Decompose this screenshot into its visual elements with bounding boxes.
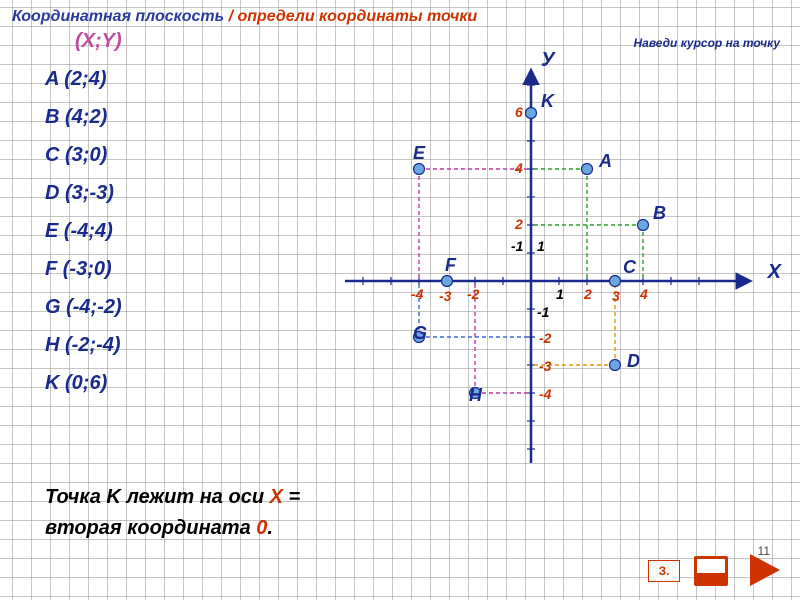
svg-text:4: 4 — [639, 286, 648, 302]
plot-point-label: A — [598, 151, 612, 171]
svg-text:-2: -2 — [467, 286, 480, 302]
point-list-item: D (3;-3) — [45, 174, 122, 212]
caption-2a: вторая координата — [45, 517, 256, 539]
svg-text:2: 2 — [583, 286, 592, 302]
point-list-item: B (4;2) — [45, 98, 122, 136]
y-axis-label: У — [541, 49, 555, 72]
plot-svg: 6421-1-1-2-3-41234-2-3-4ABCDEFGHK — [345, 45, 785, 525]
plot-point-label: G — [413, 323, 427, 343]
caption-1b: X — [270, 486, 283, 508]
bottom-caption: Точка K лежит на оси X = вторая координа… — [45, 486, 300, 540]
title-sub: / определи координаты точки — [224, 8, 477, 25]
point-list-item: C (3;0) — [45, 136, 122, 174]
content-layer: Координатная плоскость / определи коорди… — [0, 0, 800, 600]
svg-text:3: 3 — [612, 288, 620, 304]
svg-text:6: 6 — [515, 104, 523, 120]
svg-text:-3: -3 — [439, 288, 452, 304]
svg-text:-4: -4 — [411, 286, 424, 302]
plot-point-B[interactable] — [638, 220, 649, 231]
point-list: A (2;4)B (4;2)C (3;0)D (3;-3)E (-4;4)F (… — [45, 60, 122, 402]
xy-format-label: (X;Y) — [75, 30, 122, 53]
caption-2b: 0 — [256, 517, 267, 539]
plot-point-label: F — [445, 255, 457, 275]
book-icon[interactable] — [694, 556, 728, 586]
coordinate-plot: 6421-1-1-2-3-41234-2-3-4ABCDEFGHK У X — [345, 45, 785, 525]
plot-point-label: D — [627, 351, 640, 371]
plot-point-label: C — [623, 257, 637, 277]
svg-text:4: 4 — [514, 160, 523, 176]
title-main: Координатная плоскость — [12, 8, 224, 25]
svg-text:-3: -3 — [539, 358, 552, 374]
svg-text:1: 1 — [537, 238, 545, 254]
caption-2c: . — [267, 517, 273, 539]
point-list-item: K (0;6) — [45, 364, 122, 402]
plot-point-label: K — [541, 91, 556, 111]
svg-text:1: 1 — [556, 286, 564, 302]
plot-point-label: H — [469, 385, 483, 405]
plot-point-K[interactable] — [526, 108, 537, 119]
z-button[interactable]: З. — [648, 560, 680, 582]
point-list-item: A (2;4) — [45, 60, 122, 98]
plot-point-C[interactable] — [610, 276, 621, 287]
caption-1a: Точка K лежит на оси — [45, 486, 270, 508]
plot-point-A[interactable] — [582, 164, 593, 175]
point-list-item: H (-2;-4) — [45, 326, 122, 364]
point-list-item: G (-4;-2) — [45, 288, 122, 326]
slide-frame: Координатная плоскость / определи коорди… — [0, 0, 800, 600]
title-bar: Координатная плоскость / определи коорди… — [12, 8, 788, 26]
svg-text:-1: -1 — [511, 238, 524, 254]
plot-point-label: B — [653, 203, 666, 223]
caption-1c: = — [283, 486, 300, 508]
next-arrow-icon[interactable] — [750, 554, 780, 586]
plot-point-E[interactable] — [414, 164, 425, 175]
x-axis-label: X — [768, 261, 781, 284]
svg-text:2: 2 — [514, 216, 523, 232]
svg-text:-2: -2 — [539, 330, 552, 346]
point-list-item: F (-3;0) — [45, 250, 122, 288]
plot-point-F[interactable] — [442, 276, 453, 287]
point-list-item: E (-4;4) — [45, 212, 122, 250]
plot-point-label: E — [413, 143, 426, 163]
plot-point-D[interactable] — [610, 360, 621, 371]
page-number: 11 — [758, 544, 770, 558]
svg-text:-1: -1 — [537, 304, 550, 320]
svg-text:-4: -4 — [539, 386, 552, 402]
